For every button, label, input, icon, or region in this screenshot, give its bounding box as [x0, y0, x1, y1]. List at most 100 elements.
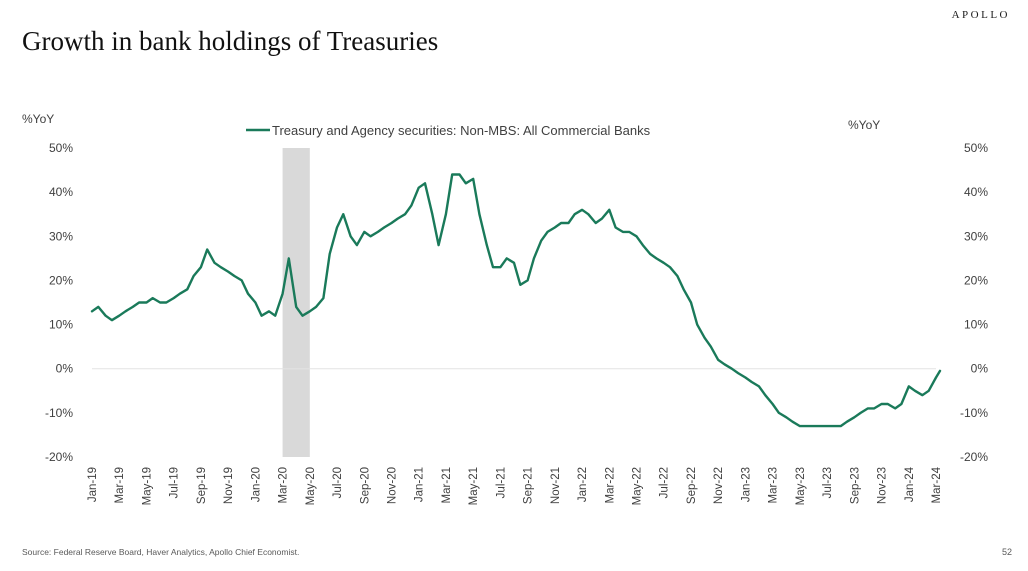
data-point — [614, 226, 617, 229]
data-point — [513, 262, 515, 264]
x-tick-label: Mar-19 — [114, 467, 126, 503]
data-point — [635, 235, 638, 237]
x-tick-label: Jan-20 — [250, 467, 262, 502]
data-point — [873, 407, 875, 410]
x-tick-label: Sep-23 — [849, 467, 861, 504]
data-point — [581, 209, 583, 211]
data-point — [159, 301, 161, 304]
data-point — [206, 248, 208, 251]
data-point — [213, 262, 216, 264]
data-point — [683, 288, 685, 290]
data-point — [546, 231, 549, 233]
x-tick-label: Jul-20 — [332, 467, 344, 498]
data-point — [315, 306, 317, 308]
data-point — [642, 244, 644, 246]
data-point — [152, 297, 154, 299]
data-point — [254, 301, 256, 304]
y-tick-right: 20% — [964, 273, 988, 287]
data-point — [751, 381, 753, 383]
data-point — [628, 231, 630, 233]
data-point — [533, 257, 535, 259]
x-tick-label: Mar-21 — [441, 467, 453, 503]
data-point — [431, 213, 433, 215]
data-point — [241, 279, 243, 282]
data-point — [383, 226, 385, 229]
data-point — [350, 235, 352, 237]
data-point — [731, 368, 733, 370]
data-point — [519, 284, 521, 286]
data-point — [233, 275, 235, 277]
data-point — [900, 403, 903, 405]
data-point — [567, 222, 570, 224]
data-point — [132, 306, 134, 308]
x-tick-label: Nov-22 — [713, 467, 725, 504]
data-point — [587, 213, 589, 215]
x-tick-label: May-21 — [468, 467, 480, 505]
data-point — [288, 257, 290, 259]
data-point — [397, 218, 399, 220]
data-point — [601, 218, 603, 220]
data-point — [492, 266, 494, 268]
data-point — [424, 182, 426, 184]
x-tick-label: Mar-22 — [604, 467, 616, 503]
y-tick-left: -10% — [45, 406, 73, 420]
data-point — [676, 275, 678, 277]
data-point — [540, 240, 542, 242]
data-point — [887, 403, 889, 405]
x-tick-label: Jul-22 — [659, 467, 671, 498]
data-point — [758, 385, 760, 387]
data-point — [744, 376, 747, 379]
y-axis-right-label: %YoY — [848, 118, 880, 132]
y-tick-left: 10% — [49, 318, 73, 332]
data-point — [812, 425, 815, 427]
data-point — [369, 235, 372, 237]
data-point — [908, 385, 910, 387]
data-point — [554, 226, 556, 229]
data-point — [859, 412, 862, 414]
x-tick-label: May-19 — [141, 467, 153, 505]
y-tick-left: 0% — [56, 362, 74, 376]
x-tick-label: Nov-23 — [877, 467, 889, 504]
x-tick-label: May-22 — [632, 467, 644, 505]
y-tick-right: 10% — [964, 318, 988, 332]
data-point — [478, 213, 481, 215]
data-point — [867, 407, 869, 410]
x-tick-label: Mar-23 — [768, 467, 780, 503]
data-point — [336, 226, 338, 229]
data-point — [342, 213, 344, 215]
y-tick-left: 20% — [49, 273, 73, 287]
y-tick-left: 40% — [49, 185, 73, 199]
y-tick-right: 40% — [964, 185, 988, 199]
data-point — [268, 310, 270, 312]
data-point — [322, 297, 325, 299]
x-tick-label: Jan-22 — [577, 467, 589, 502]
data-point — [655, 257, 657, 259]
brand-logo: APOLLO — [951, 9, 1010, 21]
data-point — [914, 390, 916, 392]
data-point — [527, 279, 529, 282]
x-tick-label: Jul-21 — [495, 467, 507, 498]
data-point — [486, 244, 488, 246]
data-point — [138, 301, 140, 304]
x-tick-label: Jul-23 — [822, 467, 834, 498]
data-point — [703, 337, 706, 339]
data-point — [97, 306, 99, 308]
data-point — [805, 425, 807, 427]
data-point — [506, 257, 508, 259]
y-tick-right: -10% — [960, 406, 988, 420]
data-point — [819, 425, 821, 427]
source-note: Source: Federal Reserve Board, Haver Ana… — [22, 547, 300, 557]
y-tick-left: -20% — [45, 450, 73, 464]
data-point — [894, 407, 896, 410]
data-point — [356, 244, 358, 246]
data-point — [799, 425, 801, 427]
data-point — [853, 416, 855, 418]
data-point — [192, 275, 195, 277]
y-tick-left: 50% — [49, 141, 73, 155]
data-point — [301, 315, 304, 317]
data-point — [622, 231, 624, 233]
data-point — [785, 416, 787, 418]
data-point — [410, 204, 412, 206]
data-point — [880, 403, 883, 405]
data-point — [261, 315, 263, 317]
